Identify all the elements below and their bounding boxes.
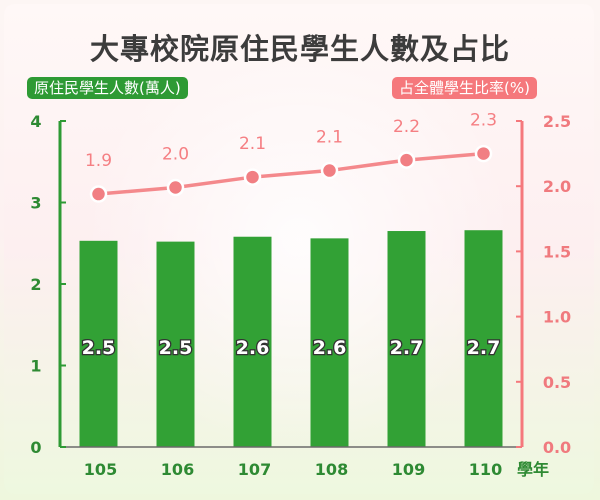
x-axis-unit: 學年: [517, 460, 549, 479]
left-tick-label: 1: [30, 357, 41, 376]
ratio-point-110: [474, 144, 493, 163]
bar-value-label-107: 2.6: [236, 337, 270, 359]
x-tick-label-109: 109: [392, 460, 425, 479]
ratio-point-109: [397, 151, 416, 169]
x-tick-label-106: 106: [161, 460, 194, 479]
x-tick-label-107: 107: [238, 460, 271, 479]
bar-106: [156, 241, 195, 447]
ratio-point-107: [243, 168, 262, 186]
ratio-value-label-109: 2.2: [393, 117, 420, 137]
bar-value-label-105: 2.5: [82, 337, 116, 359]
ratio-value-label-108: 2.1: [316, 128, 343, 148]
right-tick-label: 0.5: [543, 373, 571, 392]
right-tick-label: 2.0: [543, 177, 571, 196]
ratio-line: [98, 151, 484, 196]
bar-109: [387, 231, 426, 447]
right-tick-label: 0.0: [543, 438, 571, 457]
right-tick-label: 1.0: [543, 308, 571, 327]
ratio-value-label-105: 1.9: [85, 151, 112, 171]
left-axis-series-badge: 原住民學生人數(萬人): [27, 77, 188, 99]
x-tick-label-105: 105: [84, 460, 117, 479]
ratio-point-105: [89, 185, 108, 203]
bar-105: [79, 240, 118, 447]
left-tick-label: 3: [30, 194, 41, 213]
ratio-value-label-107: 2.1: [239, 134, 266, 154]
bar-value-label-106: 2.5: [159, 337, 193, 359]
left-tick-label: 2: [30, 275, 41, 294]
bar-110: [464, 230, 503, 447]
bar-107: [233, 236, 272, 447]
chart-title: 大專校院原住民學生人數及占比: [89, 32, 510, 66]
right-tick-label: 2.5: [543, 112, 571, 131]
ratio-value-label-106: 2.0: [162, 145, 189, 165]
ratio-value-label-110: 2.3: [470, 111, 497, 131]
bar-value-label-108: 2.6: [313, 337, 347, 359]
x-tick-label-110: 110: [469, 460, 502, 479]
right-tick-label: 1.5: [543, 242, 571, 261]
x-tick-label-108: 108: [315, 460, 348, 479]
left-tick-label: 0: [30, 438, 41, 457]
ratio-point-106: [166, 178, 185, 197]
right-axis-series-badge: 占全體學生比率(%): [392, 77, 537, 99]
bar-value-label-109: 2.7: [390, 337, 424, 359]
left-tick-label: 4: [30, 112, 41, 131]
bar-108: [310, 238, 349, 447]
ratio-point-108: [320, 161, 339, 180]
bar-value-label-110: 2.7: [467, 337, 501, 359]
